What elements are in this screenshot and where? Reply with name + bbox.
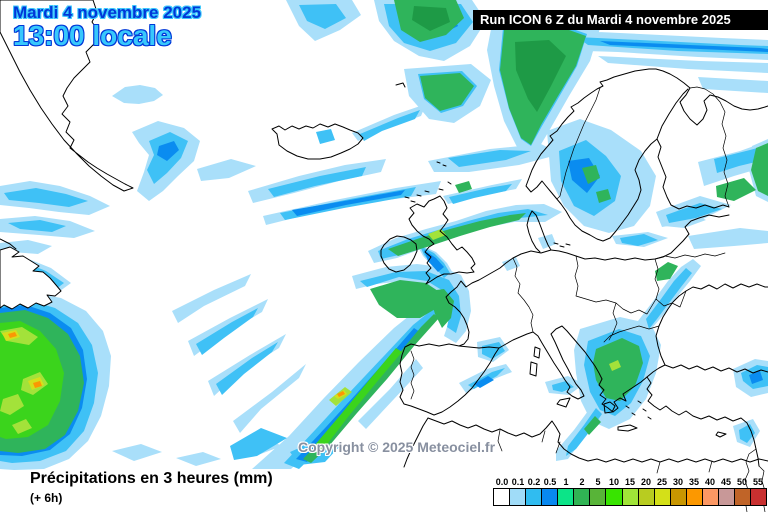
legend-label: 0.0 [495, 477, 509, 487]
legend-color-box [701, 489, 718, 505]
legend-label: 0.1 [511, 477, 525, 487]
legend-label: 0.2 [527, 477, 541, 487]
legend-label: 30 [672, 477, 683, 487]
datetime-header: Mardi 4 novembre 2025 13:00 locale [13, 4, 201, 51]
legend-label: 20 [640, 477, 651, 487]
legend-color-box [637, 489, 654, 505]
legend-color-box [685, 489, 702, 505]
legend-color-box [750, 489, 767, 505]
legend-label: 55 [752, 477, 763, 487]
caption-title: Précipitations en 3 heures (mm) [30, 470, 273, 487]
caption-forecast-step: (+ 6h) [30, 491, 63, 505]
legend-color-box [717, 489, 734, 505]
legend-label: 40 [704, 477, 715, 487]
legend-color-box [621, 489, 638, 505]
legend-label: 5 [595, 477, 601, 487]
precip-green-layer [0, 0, 768, 463]
legend-color-box [589, 489, 606, 505]
precip-blue-layer [0, 14, 768, 462]
copyright-watermark: Copyright © 2025 Meteociel.fr [298, 439, 496, 455]
precip-cyan-layer [0, 4, 768, 469]
legend-boxes [493, 488, 767, 506]
legend-label: 45 [720, 477, 731, 487]
legend-label: 15 [624, 477, 635, 487]
legend-color-box [733, 489, 750, 505]
model-run-label: Run ICON 6 Z du Mardi 4 novembre 2025 [480, 12, 731, 27]
greenland-landmass [0, 0, 134, 192]
legend-label: 2 [579, 477, 585, 487]
legend-label: 1 [563, 477, 569, 487]
legend-label: 35 [688, 477, 699, 487]
model-run-bar: Run ICON 6 Z du Mardi 4 novembre 2025 [473, 10, 768, 30]
newfoundland-landmass [0, 238, 62, 310]
legend-color-box [573, 489, 590, 505]
legend-color-box [557, 489, 574, 505]
country-borders [410, 86, 766, 512]
legend-label: 25 [656, 477, 667, 487]
legend-color-box [653, 489, 670, 505]
coastlines [271, 68, 768, 468]
legend-label: 50 [736, 477, 747, 487]
legend-color-box [509, 489, 526, 505]
legend-color-box [605, 489, 622, 505]
local-time-label: 13:00 locale [13, 20, 172, 52]
date-label: Mardi 4 novembre 2025 [13, 3, 202, 22]
precip-light-layer [0, 0, 768, 470]
legend-label: 10 [608, 477, 619, 487]
map-caption: Précipitations en 3 heures (mm) (+ 6h) [30, 470, 273, 505]
legend-color-box [669, 489, 686, 505]
legend-color-box [525, 489, 542, 505]
legend-color-box [541, 489, 558, 505]
legend-labels: 0.0 0.1 0.2 0.5 1 2 5 10 15 20 25 30 35 40 45 50 55 [494, 477, 766, 487]
legend-label: 0.5 [543, 477, 557, 487]
legend-color-box [494, 489, 510, 505]
